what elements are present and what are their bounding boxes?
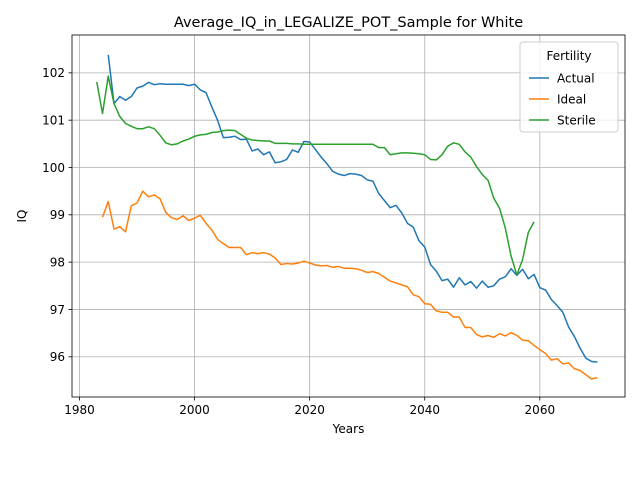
y-tick-label: 99 (50, 208, 65, 222)
chart-title: Average_IQ_in_LEGALIZE_POT_Sample for Wh… (174, 15, 523, 31)
legend-box (519, 41, 619, 133)
legend-title: Fertility (546, 49, 591, 63)
y-tick-label: 98 (50, 255, 65, 269)
y-axis-label: IQ (15, 210, 29, 223)
y-tick-label: 96 (50, 350, 65, 364)
x-tick-label: 2020 (294, 403, 325, 417)
legend: Fertility Actual Ideal Sterile (519, 41, 619, 133)
x-tick-label: 1980 (64, 403, 95, 417)
x-tick-label: 2040 (409, 403, 440, 417)
x-axis-label: Years (332, 422, 365, 436)
series-line-ideal (101, 190, 598, 380)
x-tick-label: 2000 (179, 403, 210, 417)
legend-label-actual: Actual (557, 71, 595, 85)
legend-label-sterile: Sterile (557, 113, 596, 127)
y-tick-label: 102 (42, 66, 65, 80)
legend-label-ideal: Ideal (557, 92, 586, 106)
x-tick-label: 2060 (525, 403, 556, 417)
y-tick-label: 100 (42, 161, 65, 175)
series-lines (96, 54, 598, 380)
legend-entries: Actual Ideal Sterile (529, 71, 596, 127)
y-tick-label: 101 (42, 113, 65, 127)
series-line-sterile (96, 75, 535, 276)
plot-frame (71, 34, 626, 398)
axis-ticks: 1980 2000 2020 2040 2060 96 97 98 99 100 101 102 (42, 66, 555, 417)
y-tick-label: 97 (50, 303, 65, 317)
